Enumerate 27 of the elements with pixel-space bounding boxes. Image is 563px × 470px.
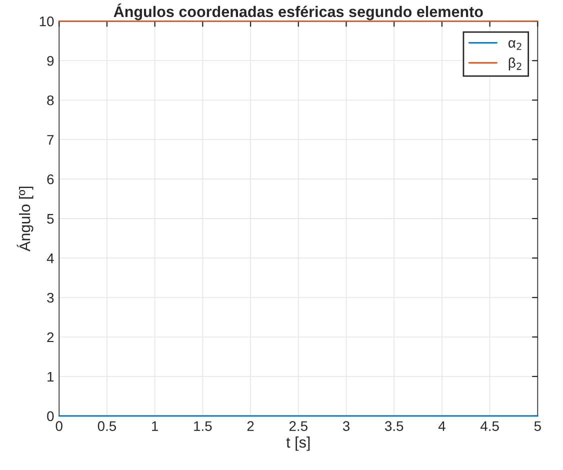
y-tick-label: 0: [47, 411, 54, 422]
x-tick-label: 5: [534, 421, 541, 432]
y-tick-label: 6: [47, 174, 54, 184]
y-tick-label: 2: [47, 332, 54, 342]
y-tick-label: 10: [40, 16, 54, 26]
y-tick-label: 1: [48, 372, 54, 382]
y-axis-title: Ángulo [º]: [16, 186, 34, 252]
x-tick-label: 1.5: [194, 421, 212, 432]
y-tick-label: 8: [47, 95, 54, 106]
x-tick-label: 3: [342, 421, 350, 432]
legend-label: α$_{2}$: [508, 40, 522, 50]
x-tick-label: 4.5: [480, 421, 499, 432]
legend-label: β$_{2}$: [508, 57, 522, 70]
y-tick-label: 4: [46, 254, 54, 264]
x-tick-label: 2: [247, 421, 254, 431]
x-tick-label: 3.5: [384, 421, 404, 432]
x-tick-label: 0: [56, 421, 62, 432]
x-tick-label: 0.5: [98, 421, 116, 432]
chart-title: Ángulos coordenadas esféricas segundo elemento: [114, 3, 483, 20]
x-axis-title: t [s]: [286, 436, 310, 451]
x-tick-label: 2.5: [289, 421, 308, 432]
y-tick-label: 5: [47, 214, 54, 224]
x-tick-label: 4: [438, 421, 446, 431]
y-tick-label: 3: [47, 292, 54, 303]
y-tick-label: 7: [47, 135, 54, 145]
y-tick-label: 9: [47, 56, 54, 66]
x-tick-label: 1: [152, 421, 158, 431]
